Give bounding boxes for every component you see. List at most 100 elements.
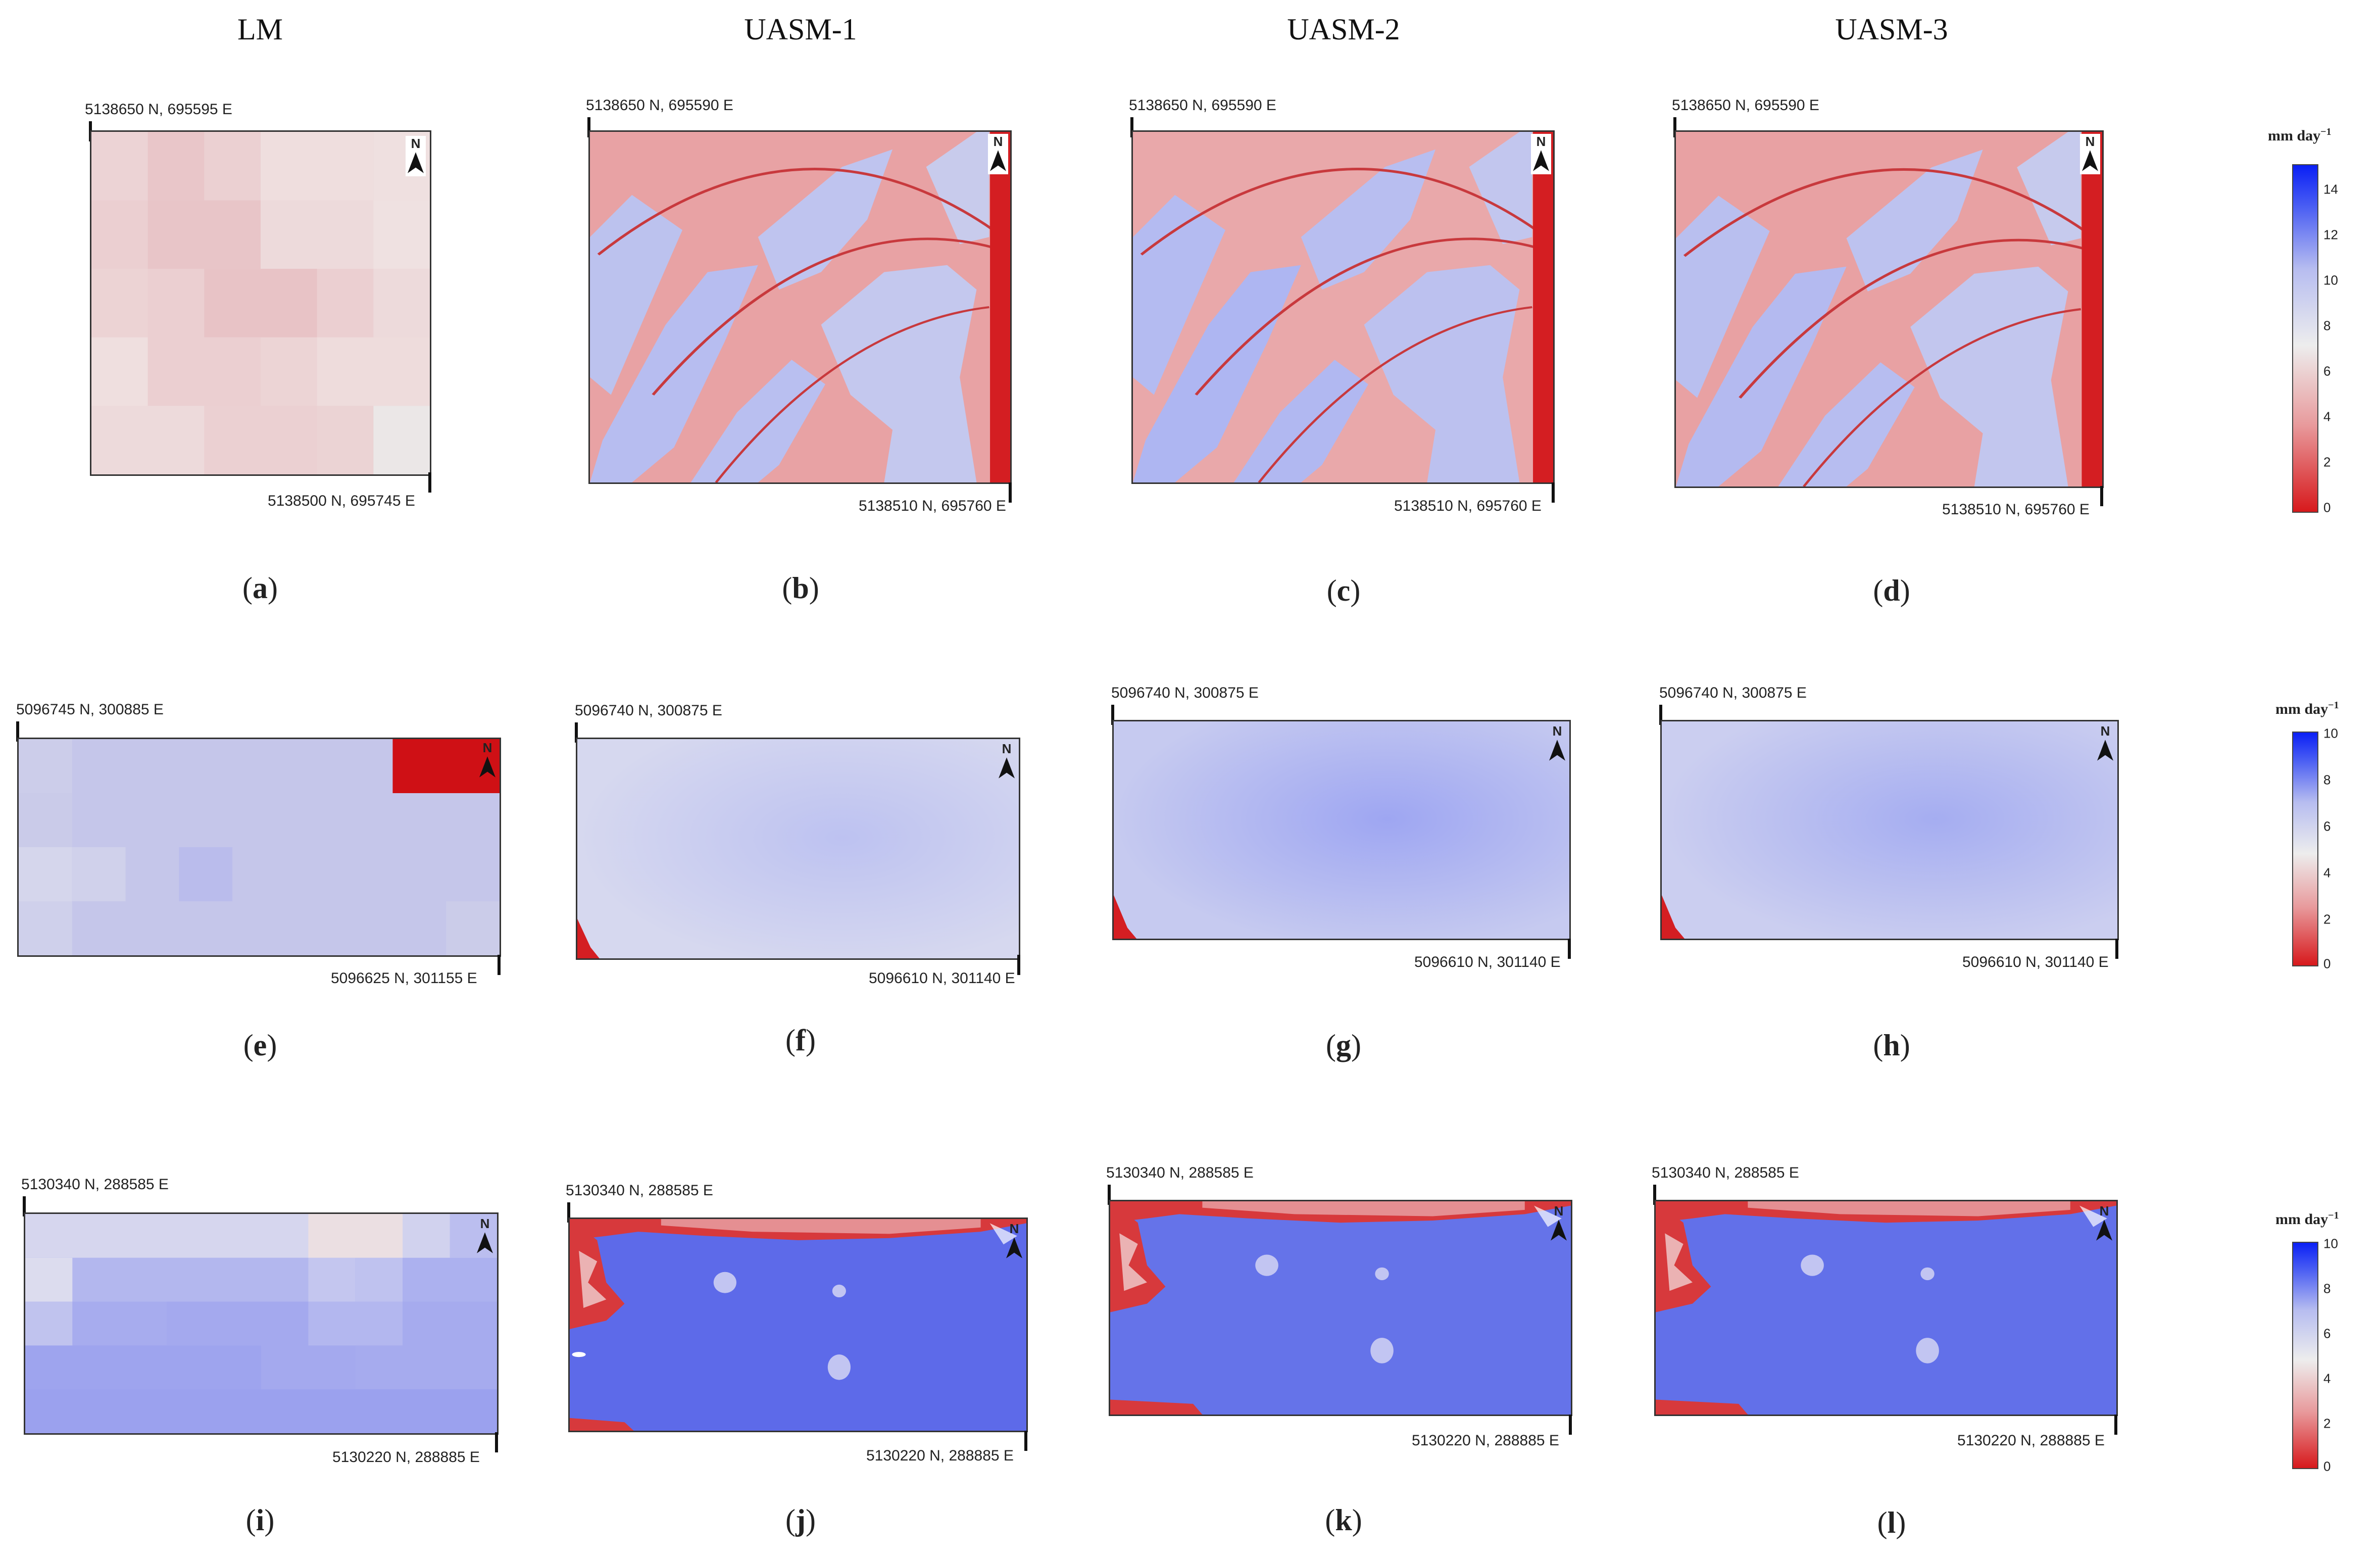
panel-f-label: (f): [785, 1024, 816, 1057]
colorbar-1: [2292, 164, 2318, 513]
colorbar-1-tick: 4: [2323, 409, 2331, 424]
colorbar-2-tick: 8: [2323, 772, 2331, 788]
panel-j-label: (j): [785, 1503, 816, 1537]
panel-f-top-coord: 5096740 N, 300875 E: [575, 702, 722, 719]
panel-d-top-coord: 5138650 N, 695590 E: [1672, 97, 1819, 114]
colorbar-2: [2292, 732, 2318, 966]
panel-a-bottom-coord: 5138500 N, 695745 E: [268, 493, 415, 509]
panel-l-top-coord: 5130340 N, 288585 E: [1652, 1164, 1799, 1181]
north-label: N: [411, 136, 421, 151]
panel-a-bottom-tick: [428, 472, 431, 493]
panel-c-label: (c): [1326, 574, 1361, 607]
panel-g-top-coord: 5096740 N, 300875 E: [1111, 685, 1259, 701]
panel-c-top-coord: 5138650 N, 695590 E: [1129, 97, 1276, 114]
panel-f-top-tick: [575, 722, 578, 743]
north-arrow-icon: N: [988, 134, 1008, 174]
panel-d-bottom-tick: [2100, 486, 2103, 506]
colorbar-3-tick: 0: [2323, 1458, 2331, 1474]
colorbar-1-title: mm day−1: [2268, 126, 2332, 144]
north-arrow-icon: N: [2080, 134, 2100, 174]
panel-c-map: N: [1131, 130, 1555, 484]
panel-i-bottom-tick: [495, 1432, 498, 1452]
north-arrow-icon: N: [477, 740, 498, 781]
colorbar-2-tick: 0: [2323, 956, 2331, 971]
column-header-lm: LM: [237, 13, 283, 46]
panel-j-bottom-tick: [1024, 1431, 1027, 1451]
panel-b-top-coord: 5138650 N, 695590 E: [586, 97, 733, 114]
panel-e-top-coord: 5096745 N, 300885 E: [16, 701, 164, 718]
north-arrow-icon: N: [2095, 723, 2115, 764]
panel-j-map: N: [568, 1218, 1028, 1432]
colorbar-1-tick: 6: [2323, 363, 2331, 379]
panel-h-bottom-tick: [2115, 939, 2118, 959]
panel-a-map: N: [90, 130, 431, 476]
panel-d-map: N: [1674, 130, 2104, 488]
colorbar-2-tick: 6: [2323, 818, 2331, 834]
panel-l-map: N: [1654, 1200, 2118, 1416]
panel-b-label: (b): [782, 571, 819, 605]
colorbar-3-tick: 6: [2323, 1326, 2331, 1341]
colorbar-1-tick: 14: [2323, 181, 2338, 197]
panel-d-bottom-coord: 5138510 N, 695760 E: [1942, 501, 2090, 518]
column-header-uasm-1: UASM-1: [744, 13, 857, 46]
panel-k-bottom-tick: [1569, 1415, 1572, 1435]
panel-l-label: (l): [1877, 1506, 1906, 1539]
panel-e-map: N: [17, 738, 501, 957]
north-arrow-icon: N: [406, 136, 426, 176]
panel-j-bottom-coord: 5130220 N, 288885 E: [866, 1447, 1014, 1464]
panel-f-bottom-coord: 5096610 N, 301140 E: [869, 970, 1015, 987]
panel-g-bottom-coord: 5096610 N, 301140 E: [1414, 954, 1561, 970]
colorbar-3-title: mm day−1: [2275, 1210, 2339, 1228]
panel-c-bottom-tick: [1552, 482, 1555, 503]
panel-b-top-tick: [587, 117, 590, 137]
panel-h-top-tick: [1659, 705, 1662, 725]
panel-g-bottom-tick: [1568, 939, 1571, 959]
colorbar-2-tick: 10: [2323, 725, 2338, 741]
panel-e-top-tick: [16, 721, 19, 742]
panel-k-bottom-coord: 5130220 N, 288885 E: [1412, 1432, 1559, 1449]
north-arrow-icon: N: [1549, 1203, 1569, 1244]
colorbar-1-tick: 2: [2323, 454, 2331, 470]
panel-a-label: (a): [242, 571, 278, 605]
panel-h-label: (h): [1873, 1029, 1910, 1062]
panel-i-top-coord: 5130340 N, 288585 E: [21, 1176, 169, 1193]
panel-h-top-coord: 5096740 N, 300875 E: [1659, 685, 1807, 701]
panel-e-label: (e): [243, 1029, 277, 1062]
colorbar-1-tick: 10: [2323, 272, 2338, 288]
panel-k-map: N: [1109, 1200, 1572, 1416]
colorbar-3-tick: 4: [2323, 1371, 2331, 1386]
north-arrow-icon: N: [1547, 723, 1567, 764]
panel-i-label: (i): [245, 1503, 275, 1537]
panel-l-bottom-tick: [2114, 1415, 2117, 1435]
panel-k-top-tick: [1108, 1185, 1111, 1205]
panel-j-top-tick: [567, 1202, 570, 1223]
north-arrow-icon: N: [1531, 134, 1551, 174]
panel-f-bottom-tick: [1017, 955, 1020, 975]
panel-i-bottom-coord: 5130220 N, 288885 E: [332, 1449, 480, 1466]
panel-j-top-coord: 5130340 N, 288585 E: [566, 1182, 713, 1199]
panel-h-map: N: [1660, 720, 2119, 940]
panel-k-label: (k): [1325, 1503, 1362, 1537]
north-arrow-icon: N: [2094, 1203, 2114, 1244]
panel-c-top-tick: [1130, 117, 1133, 137]
panel-b-bottom-tick: [1009, 482, 1012, 503]
colorbar-3-tick: 10: [2323, 1236, 2338, 1251]
panel-a-top-coord: 5138650 N, 695595 E: [85, 101, 232, 118]
north-arrow-icon: N: [997, 741, 1017, 782]
panel-f-map: N: [576, 738, 1020, 960]
colorbar-3: [2292, 1242, 2318, 1469]
panel-g-label: (g): [1326, 1029, 1361, 1062]
panel-b-map: N: [588, 130, 1012, 484]
panel-l-bottom-coord: 5130220 N, 288885 E: [1957, 1432, 2105, 1449]
column-header-uasm-2: UASM-2: [1287, 13, 1400, 46]
panel-e-bottom-tick: [498, 955, 501, 975]
panel-e-bottom-coord: 5096625 N, 301155 E: [331, 970, 477, 987]
panel-d-label: (d): [1873, 574, 1910, 607]
colorbar-2-tick: 2: [2323, 911, 2331, 927]
colorbar-1-tick: 12: [2323, 227, 2338, 242]
panel-i-map: N: [24, 1212, 499, 1435]
column-header-uasm-3: UASM-3: [1835, 13, 1948, 46]
panel-h-bottom-coord: 5096610 N, 301140 E: [1962, 954, 2109, 970]
panel-b-bottom-coord: 5138510 N, 695760 E: [859, 498, 1006, 514]
colorbar-1-tick: 0: [2323, 500, 2331, 515]
